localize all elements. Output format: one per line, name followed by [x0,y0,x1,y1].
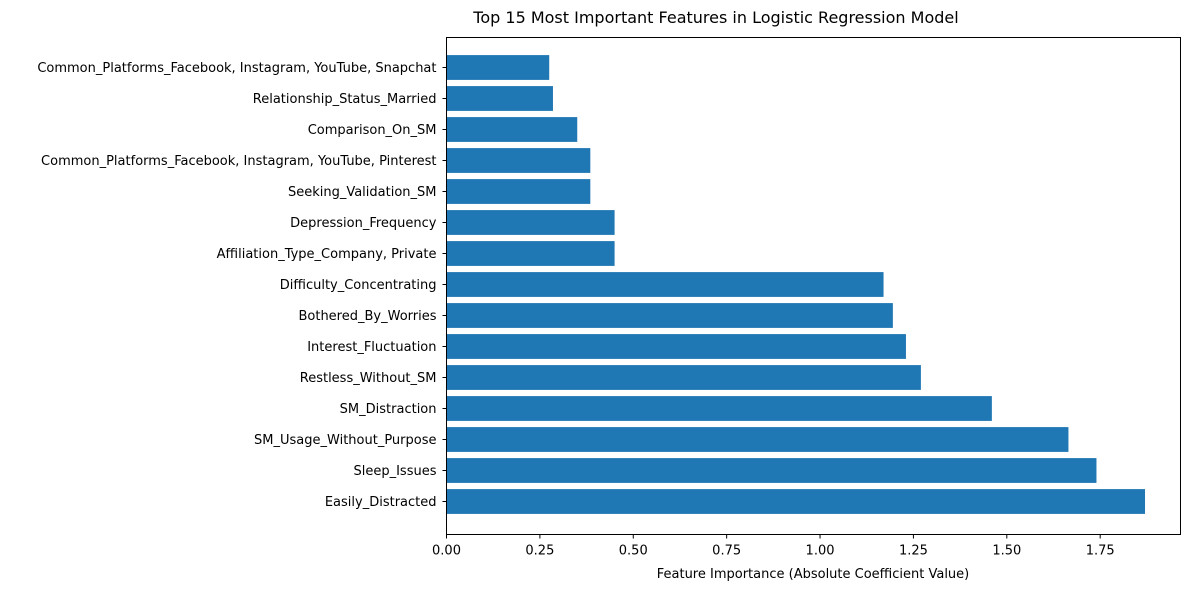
bar [446,86,553,111]
x-tick-label: 0.75 [712,544,741,559]
y-tick-label: SM_Usage_Without_Purpose [254,433,436,448]
bar [446,303,893,328]
bar [446,272,884,297]
y-tick-label: Affiliation_Type_Company, Private [217,247,437,262]
y-tick-label: Relationship_Status_Married [253,92,437,107]
bar [446,334,906,359]
bar [446,396,992,421]
y-tick-label: Common_Platforms_Facebook, Instagram, Yo… [37,61,436,76]
x-tick-label: 0.25 [525,544,554,559]
y-tick-label: Sleep_Issues [353,464,436,479]
bar [446,210,615,235]
y-tick-label: Interest_Fluctuation [307,340,436,355]
bar [446,489,1146,514]
x-tick-label: 1.25 [899,544,928,559]
bar [446,427,1069,452]
plot-frame [446,37,1181,535]
bar [446,117,578,142]
x-axis-label: Feature Importance (Absolute Coefficient… [657,567,970,582]
y-tick-label: Bothered_By_Worries [298,309,436,324]
y-tick-label: Common_Platforms_Facebook, Instagram, Yo… [41,154,436,169]
bars-group [446,55,1146,514]
bar [446,55,550,80]
chart-title: Top 15 Most Important Features in Logist… [472,8,958,27]
x-tick-label: 1.50 [992,544,1021,559]
y-tick-label: Difficulty_Concentrating [280,278,437,293]
x-tick-label: 0.50 [619,544,648,559]
bar [446,241,615,266]
bar [446,179,591,204]
y-tick-label: Easily_Distracted [325,495,437,510]
y-tick-label: Comparison_On_SM [308,123,437,138]
y-tick-label: Restless_Without_SM [300,371,437,386]
y-tick-label: Seeking_Validation_SM [288,185,437,200]
x-axis: 0.00 0.25 0.50 0.75 1.00 1.25 1.50 1.75 [432,534,1115,559]
y-tick-label: SM_Distraction [340,402,437,417]
bar [446,148,591,173]
x-tick-label: 1.75 [1086,544,1115,559]
bar [446,458,1097,483]
y-axis: Easily_Distracted Sleep_Issues SM_Usage_Wi… [37,61,447,510]
x-tick-label: 1.00 [806,544,835,559]
y-tick-label: Depression_Frequency [290,216,437,231]
bar [446,365,921,390]
x-tick-label: 0.00 [432,544,461,559]
